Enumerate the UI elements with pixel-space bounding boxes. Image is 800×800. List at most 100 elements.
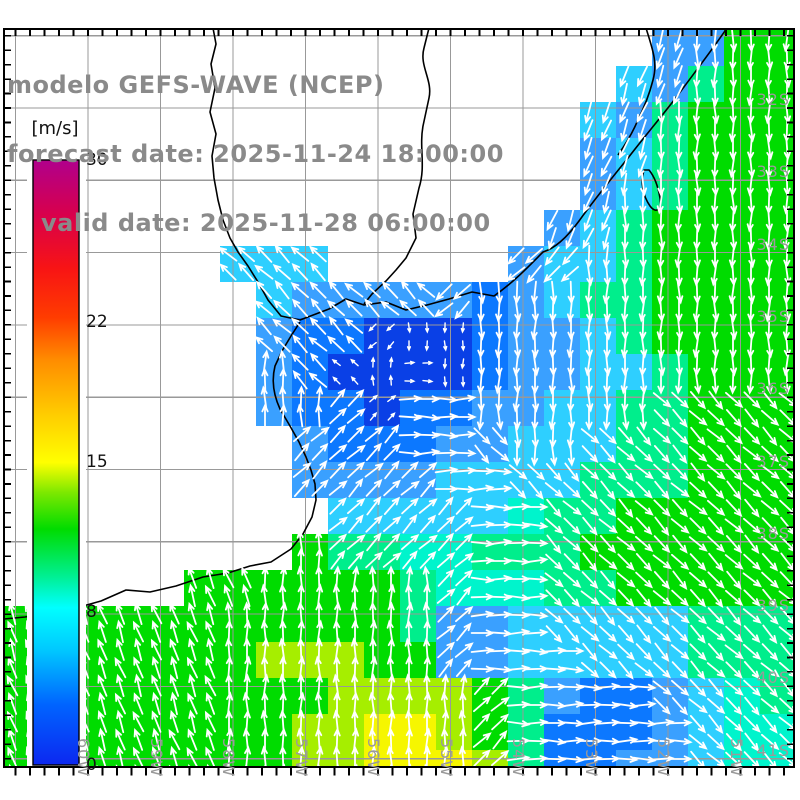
wind-arrow [332,673,340,698]
wind-arrow [601,173,612,196]
wind-arrow [380,300,400,316]
wind-arrow [405,583,413,608]
wind-arrow [542,755,567,763]
wind-arrow [527,463,546,481]
wind-arrow [761,607,779,625]
wind-arrow [384,460,400,480]
wind-arrow [766,370,774,395]
wind-arrow [689,391,707,410]
wind-arrow [386,745,394,767]
wind-arrow [114,656,127,679]
wind-arrow [364,298,380,318]
wind-arrow [170,691,178,716]
wind-arrow [581,571,599,590]
wind-arrow [366,532,382,552]
wind-arrow [656,64,665,89]
wind-arrow [369,673,377,698]
map-cell [256,570,292,606]
wind-arrow [254,300,274,316]
wind-arrow [329,497,347,515]
map-cell [652,210,688,246]
map-cell [544,426,580,462]
wind-arrow [614,719,639,727]
map-cell [400,354,436,390]
map-cell [508,426,544,462]
latitude-label: 40S [756,668,790,688]
wind-arrow [331,358,341,367]
wind-arrow [563,553,581,572]
map-cell [616,246,652,282]
wind-arrow [186,746,199,767]
wind-arrow [222,566,235,589]
wind-arrow [618,660,634,680]
wind-arrow [544,482,564,498]
wind-arrow [743,715,761,733]
wind-arrow [456,586,472,606]
wind-arrow [670,644,690,660]
wind-arrow [707,481,725,500]
wind-arrow [637,119,647,143]
wind-arrow [132,746,144,767]
wind-arrow [582,642,598,662]
longitude-label: 59W [146,738,166,778]
wind-arrow [437,641,456,659]
wind-arrow [436,624,456,640]
wind-arrow [401,461,419,479]
wind-arrow [653,697,671,715]
wind-arrow [638,262,646,287]
wind-arrow [635,445,654,463]
wind-arrow [673,65,683,89]
wind-arrow [96,602,108,625]
wind-arrow [584,137,593,161]
wind-arrow [694,172,702,197]
wind-arrow [7,746,18,767]
wind-arrow [454,516,474,532]
wind-arrow [151,746,161,767]
map-cell [436,354,472,390]
wind-arrow [743,751,760,767]
wind-arrow [582,516,598,536]
wind-arrow [617,625,635,644]
wind-arrow [561,247,579,266]
title-block: modelo GEFS-WAVE (NCEP) forecast date: 2… [7,28,504,281]
wind-arrow [474,444,490,464]
wind-arrow [653,661,672,679]
wind-arrow [742,482,762,498]
wind-arrow [584,352,592,377]
wind-arrow [744,732,760,752]
wind-arrow [616,572,636,588]
wind-arrow [348,514,364,534]
wind-arrow [742,572,762,588]
map-cell [508,714,544,750]
wind-arrow [671,463,689,482]
wind-arrow [404,360,416,365]
wind-arrow [672,534,688,554]
wind-arrow [279,655,287,680]
wind-arrow [416,448,441,456]
map-cell [652,246,688,282]
wind-arrow [187,601,197,625]
wind-arrow [598,644,618,660]
wind-arrow [388,374,393,386]
wind-arrow [562,774,583,779]
wind-arrow [205,656,216,679]
wind-arrow [345,299,363,317]
wind-arrow [506,766,508,767]
wind-arrow [761,409,780,427]
wind-arrow [653,499,671,517]
wind-arrow [581,607,599,626]
wind-arrow [545,589,563,607]
wind-arrow [241,566,252,589]
wind-arrow [711,82,719,107]
wind-arrow [599,535,617,554]
wind-arrow [133,728,144,751]
wind-arrow [441,673,449,698]
wind-arrow [601,137,612,160]
wind-arrow [688,734,708,750]
wind-arrow [671,625,689,643]
wind-arrow [362,281,381,299]
wind-arrow [132,620,144,643]
wind-arrow [583,119,594,142]
wind-arrow [668,719,693,727]
wind-arrow [671,679,690,697]
